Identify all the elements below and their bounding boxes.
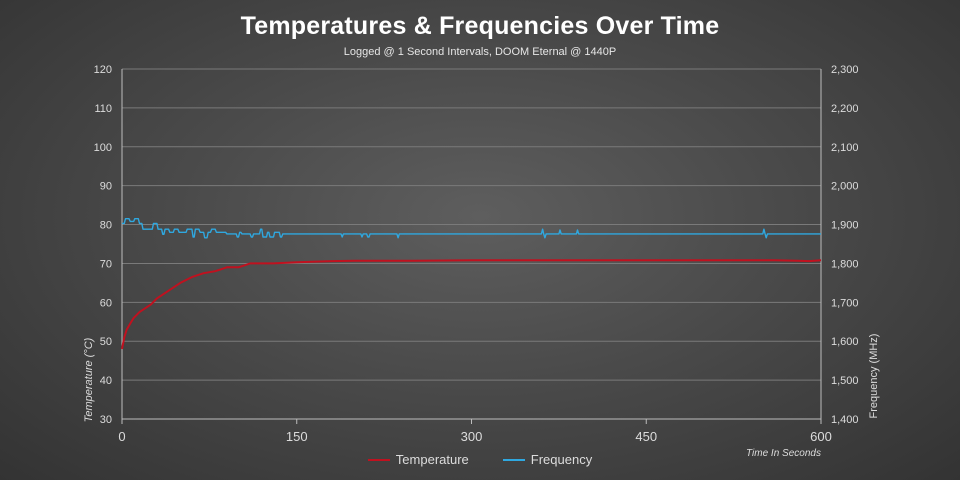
legend-item-temperature: Temperature: [367, 452, 469, 467]
y-tick-label-left: 120: [94, 64, 112, 76]
series-line-temperature: [121, 259, 822, 350]
x-tick-label: 600: [810, 429, 832, 444]
y-tick-label-left: 100: [94, 142, 112, 154]
series-lines: [121, 217, 822, 350]
x-tick-label: 300: [461, 429, 483, 444]
y-tick-label-left: 60: [100, 297, 112, 309]
tick-labels: 30 1,400 40 1,500 50 1,600 60 1,700 70 1,800 80 1,9…: [94, 64, 859, 444]
x-axis-label: Time In Seconds: [746, 448, 821, 459]
y-tick-label-left: 110: [94, 103, 112, 115]
y-tick-label-right: 2,000: [831, 181, 859, 193]
y-tick-label-left: 70: [100, 258, 112, 270]
chart-title: Temperatures & Frequencies Over Time: [240, 12, 720, 40]
y-tick-label-left: 30: [100, 414, 112, 426]
legend-swatch-temperature: [367, 458, 390, 461]
y-tick-label-right: 1,800: [831, 258, 859, 270]
axes: [121, 69, 822, 424]
y-axis-label-right: Frequency (MHz): [868, 334, 880, 419]
y-tick-label-right: 2,200: [831, 103, 859, 115]
legend-swatch-frequency: [502, 458, 525, 461]
y-tick-label-left: 50: [100, 336, 112, 348]
y-tick-label-right: 1,700: [831, 297, 859, 309]
y-axis-label-left: Temperature (°C): [83, 337, 95, 422]
y-tick-label-right: 1,500: [831, 375, 859, 387]
legend-label-frequency: Frequency: [530, 452, 593, 467]
legend-label-temperature: Temperature: [395, 452, 469, 467]
x-tick-label: 0: [118, 429, 125, 444]
series-line-frequency: [122, 217, 821, 239]
y-tick-label-right: 2,100: [831, 142, 859, 154]
y-tick-label-right: 1,900: [831, 220, 859, 232]
y-tick-label-left: 90: [100, 181, 112, 193]
y-tick-label-right: 2,300: [831, 64, 859, 76]
x-tick-label: 450: [635, 429, 657, 444]
gridlines: [122, 68, 821, 381]
legend-item-frequency: Frequency: [502, 452, 593, 467]
legend: Temperature Frequency: [0, 452, 960, 467]
x-tick-label: 150: [286, 429, 308, 444]
y-tick-label-left: 40: [100, 375, 112, 387]
y-tick-label-left: 80: [100, 220, 112, 232]
chart-subtitle: Logged @ 1 Second Intervals, DOOM Eterna…: [343, 46, 617, 58]
y-tick-label-right: 1,600: [831, 336, 859, 348]
y-tick-label-right: 1,400: [831, 414, 859, 426]
